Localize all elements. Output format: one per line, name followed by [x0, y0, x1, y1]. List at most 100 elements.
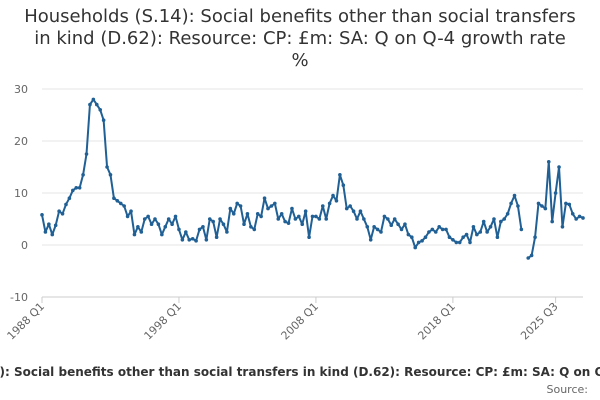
data-point: [190, 236, 195, 241]
data-point: [218, 217, 222, 221]
data-point: [225, 230, 229, 234]
data-point: [451, 238, 455, 242]
data-point: [485, 230, 489, 234]
data-point: [334, 199, 339, 203]
data-point: [204, 238, 209, 242]
data-point: [307, 235, 311, 239]
data-point: [320, 204, 325, 208]
data-point: [293, 217, 298, 221]
data-point: [221, 222, 226, 226]
data-point: [403, 222, 407, 226]
data-point: [440, 227, 445, 232]
data-point: [297, 214, 301, 219]
data-point: [519, 227, 524, 232]
data-point: [163, 225, 168, 229]
data-point: [201, 225, 205, 229]
data-point: [399, 227, 404, 232]
data-point: [286, 221, 291, 225]
chart-title: Households (S.14): Social benefits other…: [0, 6, 600, 72]
data-point: [512, 193, 517, 198]
data-point: [553, 191, 558, 195]
data-point: [47, 222, 51, 226]
x-tick-label: 1998 Q1: [142, 300, 185, 343]
data-point: [160, 232, 164, 237]
data-point: [351, 209, 356, 213]
gridlines: [42, 88, 583, 298]
x-tick-label: 1988 Q1: [5, 300, 48, 343]
data-point: [372, 225, 376, 229]
data-point: [153, 217, 157, 221]
data-point: [238, 204, 243, 208]
data-point: [125, 214, 130, 219]
data-point: [50, 232, 55, 237]
data-point: [300, 222, 305, 226]
data-point: [468, 240, 472, 245]
data-point: [228, 206, 233, 211]
data-point: [560, 225, 565, 229]
data-point: [105, 165, 109, 169]
data-point: [214, 235, 219, 239]
data-point: [570, 212, 575, 216]
data-point: [471, 225, 476, 229]
data-point: [543, 206, 548, 211]
data-point: [235, 201, 239, 206]
data-point: [317, 217, 322, 221]
data-point: [101, 118, 106, 122]
data-point: [108, 173, 113, 177]
x-tick-label: 2018 Q1: [415, 300, 458, 343]
data-point: [557, 165, 561, 169]
data-point: [57, 209, 61, 213]
data-point: [413, 245, 418, 250]
data-point: [410, 235, 414, 239]
data-point: [180, 238, 185, 242]
data-point: [245, 212, 250, 216]
data-point: [358, 209, 363, 213]
data-point: [276, 217, 281, 221]
chart-title-line: Households (S.14): Social benefits other…: [24, 6, 576, 27]
y-tick-label: 10: [14, 187, 28, 200]
data-point: [529, 253, 534, 258]
data-point: [255, 212, 260, 216]
data-point: [324, 217, 329, 221]
data-point: [406, 232, 411, 237]
data-point: [348, 204, 352, 208]
data-point: [344, 206, 349, 211]
data-point: [396, 222, 400, 226]
data-point: [194, 239, 198, 243]
data-point: [546, 160, 551, 164]
data-point: [564, 201, 568, 206]
data-point: [327, 201, 332, 206]
y-tick-label: 30: [14, 83, 28, 96]
data-point: [71, 188, 75, 193]
data-point: [362, 217, 366, 221]
data-point: [74, 186, 79, 190]
data-point: [43, 230, 48, 234]
data-point: [386, 217, 390, 221]
data-point: [437, 225, 441, 229]
data-point: [389, 223, 394, 228]
data-point: [184, 230, 188, 234]
data-point: [290, 206, 294, 211]
data-point: [392, 217, 397, 221]
data-point: [273, 201, 277, 206]
data-point: [540, 204, 544, 208]
data-point: [314, 214, 318, 219]
data-point: [81, 173, 85, 177]
data-point: [447, 235, 452, 239]
data-point: [331, 193, 335, 198]
data-point: [430, 227, 435, 232]
data-point: [368, 238, 373, 242]
data-point: [170, 222, 174, 226]
data-point: [118, 201, 123, 206]
data-point: [461, 235, 465, 239]
data-point: [40, 213, 44, 217]
x-tick-label: 2025 Q3: [518, 300, 561, 343]
y-tick-label: -10: [10, 291, 28, 304]
data-point: [550, 219, 554, 224]
data-point: [464, 232, 469, 237]
data-point: [53, 223, 58, 228]
data-point: [365, 225, 370, 229]
data-point: [526, 256, 531, 260]
